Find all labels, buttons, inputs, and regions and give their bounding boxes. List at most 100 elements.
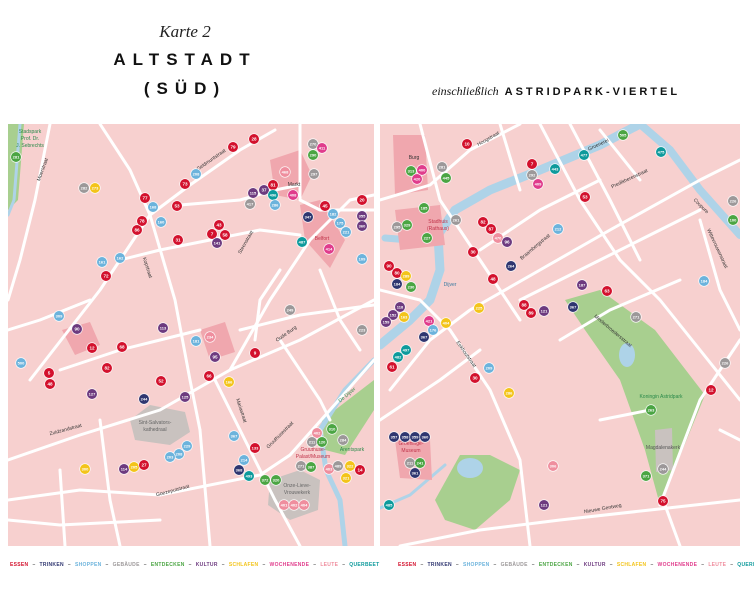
poi-marker-gebaeude[interactable]: 226	[719, 357, 731, 369]
poi-marker-number[interactable]: 127	[89, 392, 96, 397]
poi-marker-dot[interactable]	[567, 301, 579, 313]
poi-marker-schlafen[interactable]: 404	[440, 317, 452, 329]
poi-marker-dot[interactable]	[549, 163, 561, 175]
poi-marker-wochenende[interactable]: 414	[323, 243, 335, 255]
poi-marker-entdecken[interactable]: 120	[316, 436, 328, 448]
poi-marker-number[interactable]: 367	[231, 434, 238, 439]
poi-marker-number[interactable]: 81	[270, 183, 276, 188]
poi-marker-number[interactable]: 361	[412, 471, 419, 476]
poi-marker-number[interactable]: 329	[404, 223, 411, 228]
poi-marker-number[interactable]: 286	[272, 203, 279, 208]
poi-marker-dot[interactable]	[450, 214, 462, 226]
poi-marker-number[interactable]: 118	[397, 305, 404, 310]
poi-marker-number[interactable]: 168	[150, 205, 157, 210]
poi-marker-number[interactable]: 403	[326, 467, 333, 472]
poi-marker-shoppen[interactable]: 176	[427, 324, 439, 336]
poi-marker-dot[interactable]	[630, 311, 642, 323]
poi-marker-number[interactable]: 493	[246, 474, 253, 479]
poi-marker-number[interactable]: 77	[142, 196, 148, 201]
poi-marker-number[interactable]: 347	[305, 215, 312, 220]
poi-marker-number[interactable]: 306	[550, 464, 557, 469]
poi-marker-dot[interactable]	[302, 211, 314, 223]
poi-marker-number[interactable]: 184	[394, 282, 401, 287]
poi-marker-dot[interactable]	[316, 436, 328, 448]
poi-marker-number[interactable]: 320	[273, 478, 280, 483]
poi-marker-essen[interactable]: 9	[249, 347, 261, 359]
poi-marker-number[interactable]: 82	[480, 220, 486, 225]
poi-marker-essen[interactable]: 61	[386, 361, 398, 373]
poi-marker-dot[interactable]	[344, 460, 356, 472]
poi-marker-dot[interactable]	[319, 200, 331, 212]
poi-marker-trinken[interactable]: 358	[399, 431, 411, 443]
poi-marker-trinken[interactable]: 184	[391, 278, 403, 290]
poi-marker-number[interactable]: 82	[104, 366, 110, 371]
poi-marker-number[interactable]: 261	[453, 218, 460, 223]
poi-marker-dot[interactable]	[655, 146, 667, 158]
poi-marker-number[interactable]: 95	[212, 355, 218, 360]
poi-marker-number[interactable]: 273	[92, 186, 99, 191]
poi-marker-shoppen[interactable]: 208	[190, 168, 202, 180]
poi-marker-number[interactable]: 297	[311, 172, 318, 177]
poi-marker-number[interactable]: 264	[508, 264, 515, 269]
poi-marker-dot[interactable]	[179, 391, 191, 403]
poi-marker-trinken[interactable]: 367	[418, 331, 430, 343]
poi-marker-number[interactable]: 300	[82, 467, 89, 472]
poi-marker-number[interactable]: 187	[579, 283, 586, 288]
poi-marker-trinken[interactable]: 359	[409, 431, 421, 443]
poi-marker-essen[interactable]: 78	[136, 215, 148, 227]
poi-marker-gebaeude[interactable]: 295	[391, 221, 403, 233]
poi-marker-number[interactable]: 401	[281, 503, 288, 508]
poi-marker-number[interactable]: 271	[633, 315, 640, 320]
poi-marker-number[interactable]: 470	[495, 236, 502, 241]
poi-marker-dot[interactable]	[436, 161, 448, 173]
poi-marker-shoppen[interactable]: 500	[15, 357, 27, 369]
poi-marker-schlafen[interactable]: 300	[79, 463, 91, 475]
poi-marker-dot[interactable]	[228, 430, 240, 442]
poi-marker-number[interactable]: 487	[299, 240, 306, 245]
poi-marker-number[interactable]: 357	[391, 435, 398, 440]
poi-marker-number[interactable]: 166	[226, 380, 233, 385]
poi-marker-schlafen[interactable]: 166	[223, 376, 235, 388]
poi-marker-dot[interactable]	[86, 388, 98, 400]
poi-marker-dot[interactable]	[416, 164, 428, 176]
poi-marker-dot[interactable]	[526, 169, 538, 181]
poi-marker-number[interactable]: 120	[319, 440, 326, 445]
poi-marker-number[interactable]: 31	[175, 238, 181, 243]
poi-marker-dot[interactable]	[71, 323, 83, 335]
poi-marker-dot[interactable]	[400, 344, 412, 356]
poi-marker-shoppen[interactable]: 184	[698, 275, 710, 287]
poi-marker-number[interactable]: 404	[301, 503, 308, 508]
poi-marker-dot[interactable]	[657, 463, 669, 475]
poi-marker-dot[interactable]	[538, 499, 550, 511]
poi-marker-dot[interactable]	[203, 370, 215, 382]
poi-marker-number[interactable]: 221	[343, 230, 350, 235]
poi-marker-querbeet[interactable]: 497	[400, 344, 412, 356]
poi-marker-dot[interactable]	[131, 224, 143, 236]
poi-marker-trinken[interactable]: 357	[388, 431, 400, 443]
poi-marker-kultur[interactable]: 90	[71, 323, 83, 335]
poi-marker-schlafen[interactable]: 205	[128, 461, 140, 473]
poi-marker-dot[interactable]	[386, 361, 398, 373]
poi-marker-dot[interactable]	[243, 470, 255, 482]
poi-marker-trinken[interactable]: 347	[302, 211, 314, 223]
poi-marker-dot[interactable]	[411, 173, 423, 185]
poi-marker-dot[interactable]	[89, 182, 101, 194]
poi-marker-shoppen[interactable]: 221	[340, 226, 352, 238]
poi-marker-dot[interactable]	[284, 304, 296, 316]
poi-marker-number[interactable]: 161	[99, 260, 106, 265]
poi-marker-leute[interactable]: 234	[204, 331, 216, 343]
poi-marker-dot[interactable]	[503, 387, 515, 399]
poi-marker-essen[interactable]: 45	[319, 200, 331, 212]
poi-marker-dot[interactable]	[249, 442, 261, 454]
poi-marker-entdecken[interactable]: 100	[727, 214, 739, 226]
poi-marker-number[interactable]: 113	[160, 326, 167, 331]
poi-marker-number[interactable]: 244	[141, 397, 148, 402]
poi-marker-number[interactable]: 114	[121, 467, 128, 472]
poi-marker-number[interactable]: 313	[408, 169, 415, 174]
poi-marker-number[interactable]: 497	[403, 348, 410, 353]
poi-marker-entdecken[interactable]: 505	[617, 129, 629, 141]
poi-marker-number[interactable]: 234	[207, 335, 214, 340]
poi-marker-dot[interactable]	[248, 133, 260, 145]
poi-marker-dot[interactable]	[269, 199, 281, 211]
poi-marker-dot[interactable]	[414, 457, 426, 469]
